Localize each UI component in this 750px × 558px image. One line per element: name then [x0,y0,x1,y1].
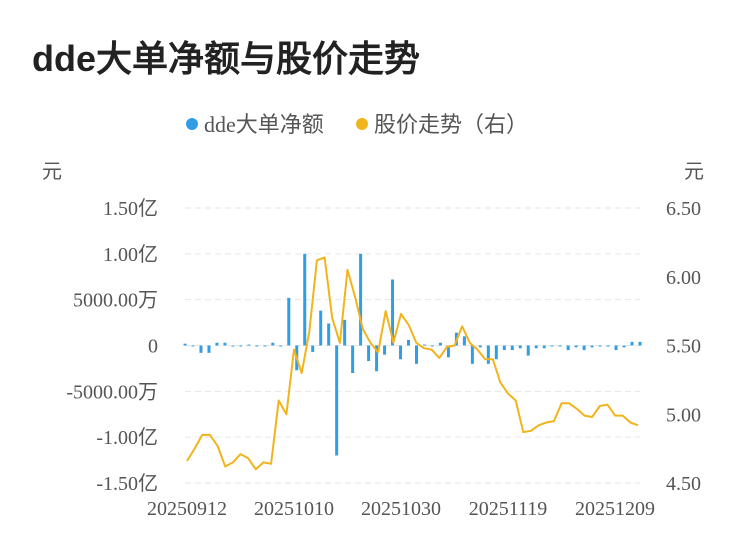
bar [263,345,267,347]
left-tick-label: 0 [148,336,158,358]
legend-line-marker [356,118,368,130]
left-axis-unit: 元 [42,161,62,183]
bar [335,345,339,456]
bar [606,345,610,347]
bar [407,340,411,346]
bar [191,345,195,347]
bar [247,344,251,346]
bar [215,342,219,346]
bar [622,345,626,348]
bar [574,345,578,348]
left-tick-label: 1.50亿 [103,197,158,220]
bar [438,342,442,346]
legend-line-label: 股价走势（右） [374,112,528,137]
bar [414,345,418,364]
bar [303,253,307,346]
bar [255,345,259,347]
bar [199,345,203,353]
bar [462,336,466,346]
chart-title: dde大单净额与股价走势 [32,38,421,79]
bar [207,345,211,353]
bar [351,345,355,373]
legend: dde大单净额 股价走势（右） [186,112,528,137]
bar [231,345,235,347]
x-tick-label: 20250912 [147,498,227,520]
bar [319,310,323,346]
legend-bar-label: dde大单净额 [204,112,324,137]
right-tick-label: 5.00 [666,404,701,426]
bar [311,345,315,352]
left-tick-label: 5000.00万 [73,290,158,312]
price-line [186,256,639,471]
bar [223,342,227,346]
bar [430,345,434,347]
bar [558,345,562,347]
bar [239,345,243,347]
bar [375,345,379,372]
bar [446,345,450,358]
bar [383,345,387,355]
x-tick-label: 20251209 [575,498,655,520]
bar [470,345,474,364]
bar [478,345,482,348]
bar [566,345,570,351]
bar [391,279,395,346]
bar [526,345,530,356]
legend-bar-marker [186,118,198,130]
bar [630,341,634,346]
left-tick-label: -1.00亿 [96,426,158,449]
left-tick-label: -5000.00万 [66,381,158,403]
bar [279,345,283,347]
bar [399,345,403,360]
right-axis-unit: 元 [684,161,704,183]
bar [271,342,275,346]
bar [542,345,546,349]
x-tick-label: 20251119 [469,498,548,520]
left-tick-label: -1.50亿 [96,472,158,495]
bar [287,297,291,346]
bar [486,345,490,364]
bar [510,345,514,351]
bar [183,343,187,346]
bar [502,345,506,351]
bar [614,345,618,351]
bar [422,344,426,346]
bar [518,345,522,349]
bar [494,345,498,360]
left-tick-label: 1.00亿 [103,243,158,266]
bar [638,341,642,346]
bar [327,323,331,346]
bar [367,345,371,362]
x-tick-label: 20251030 [361,498,441,520]
bar [343,319,347,346]
bar [550,345,554,347]
bar [359,253,363,346]
bar [590,345,594,348]
x-tick-label: 20251010 [254,498,334,520]
bar [582,345,586,351]
bar [534,345,538,349]
right-tick-label: 6.50 [666,198,701,220]
right-tick-label: 5.50 [666,336,701,358]
right-tick-label: 4.50 [666,473,701,495]
right-tick-label: 6.00 [666,267,701,289]
bar [598,345,602,347]
